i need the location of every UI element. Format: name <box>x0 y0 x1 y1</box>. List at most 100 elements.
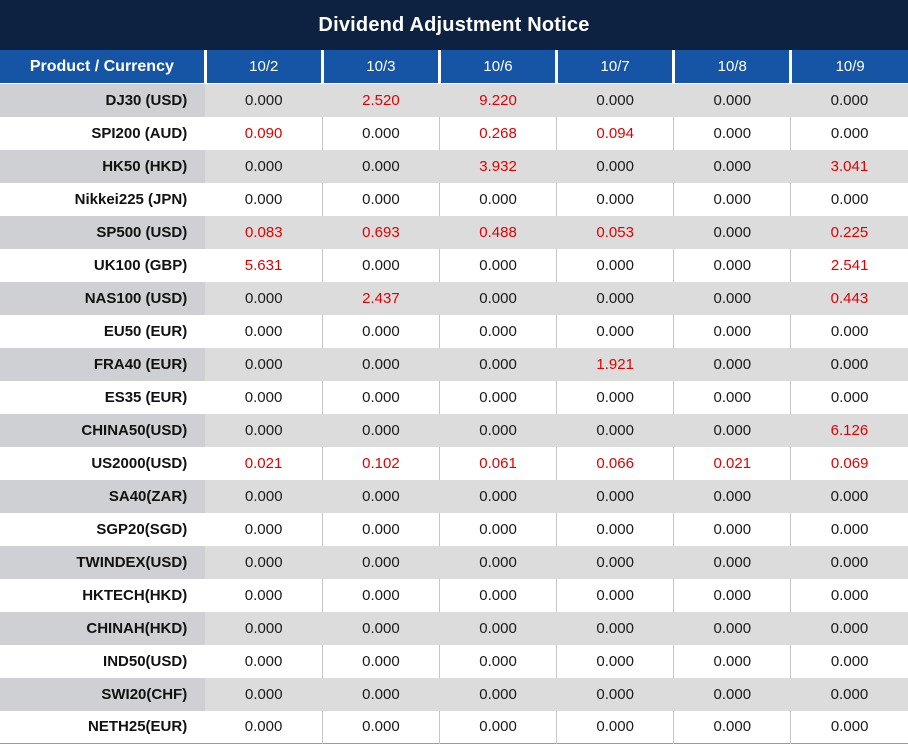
dividend-value-cell: 0.000 <box>205 149 323 183</box>
dividend-value-cell: 0.693 <box>322 215 440 249</box>
dividend-value-cell: 0.000 <box>322 413 440 447</box>
dividend-value-cell: 0.000 <box>673 149 791 183</box>
dividend-value-cell: 0.021 <box>673 446 791 480</box>
dividend-value-cell: 0.000 <box>673 347 791 381</box>
dividend-value-cell: 0.000 <box>790 710 908 744</box>
dividend-value-cell: 0.000 <box>321 644 440 678</box>
dividend-value-cell: 0.000 <box>439 281 557 315</box>
dividend-value-cell: 0.000 <box>322 545 440 579</box>
dividend-value-cell: 2.520 <box>322 83 440 117</box>
dividend-value-cell: 0.000 <box>321 182 440 216</box>
dividend-value-cell: 0.000 <box>556 644 674 678</box>
dividend-value-cell: 0.000 <box>556 512 674 546</box>
dividend-value-cell: 0.000 <box>673 116 791 150</box>
dividend-value-cell: 0.225 <box>790 215 908 249</box>
dividend-value-cell: 0.000 <box>205 644 323 678</box>
dividend-value-cell: 0.000 <box>205 314 323 348</box>
page-title: Dividend Adjustment Notice <box>318 13 590 36</box>
dividend-value-cell: 0.000 <box>205 710 323 744</box>
dividend-value-cell: 0.000 <box>790 380 908 414</box>
dividend-value-cell: 0.000 <box>205 380 323 414</box>
product-cell: UK100 (GBP) <box>0 248 206 282</box>
product-cell: FRA40 (EUR) <box>0 347 206 381</box>
dividend-value-cell: 0.000 <box>321 578 440 612</box>
dividend-value-cell: 0.000 <box>673 545 791 579</box>
dividend-value-cell: 1.921 <box>556 347 674 381</box>
dividend-value-cell: 0.000 <box>205 83 323 117</box>
dividend-value-cell: 0.000 <box>673 248 791 282</box>
dividend-value-cell: 0.000 <box>438 182 557 216</box>
dividend-value-cell: 0.000 <box>439 413 557 447</box>
table-row: TWINDEX(USD) 0.000 0.000 0.000 0.000 0.000 0.0… <box>0 545 908 579</box>
dividend-value-cell: 0.000 <box>556 314 674 348</box>
column-header-date: 10/7 <box>555 50 674 84</box>
table-row: SP500 (USD) 0.083 0.693 0.488 0.053 0.000 0.22… <box>0 215 908 249</box>
dividend-value-cell: 0.000 <box>673 479 791 513</box>
table-row: HK50 (HKD) 0.000 0.000 3.932 0.000 0.000 3.041 <box>0 149 908 183</box>
dividend-value-cell: 0.000 <box>439 545 557 579</box>
dividend-value-cell: 0.443 <box>790 281 908 315</box>
dividend-value-cell: 0.000 <box>790 83 908 117</box>
product-cell: CHINA50(USD) <box>0 413 206 447</box>
dividend-value-cell: 5.631 <box>205 248 323 282</box>
dividend-value-cell: 0.000 <box>556 479 674 513</box>
dividend-value-cell: 0.000 <box>673 215 791 249</box>
dividend-value-cell: 0.000 <box>321 116 440 150</box>
title-bar: Dividend Adjustment Notice <box>0 0 908 50</box>
dividend-value-cell: 0.000 <box>438 644 557 678</box>
dividend-value-cell: 0.000 <box>321 512 440 546</box>
table-row: CHINAH(HKD) 0.000 0.000 0.000 0.000 0.000 0.00… <box>0 611 908 645</box>
table-row: DJ30 (USD) 0.000 2.520 9.220 0.000 0.000 0.000 <box>0 83 908 117</box>
dividend-value-cell: 3.932 <box>439 149 557 183</box>
dividend-value-cell: 0.000 <box>439 479 557 513</box>
product-cell: EU50 (EUR) <box>0 314 206 348</box>
dividend-value-cell: 0.000 <box>321 248 440 282</box>
product-cell: IND50(USD) <box>0 644 206 678</box>
product-cell: CHINAH(HKD) <box>0 611 206 645</box>
dividend-value-cell: 0.000 <box>556 83 674 117</box>
dividend-value-cell: 0.000 <box>790 314 908 348</box>
table-row: EU50 (EUR) 0.000 0.000 0.000 0.000 0.000 0.000 <box>0 314 908 348</box>
dividend-value-cell: 0.000 <box>322 149 440 183</box>
column-header-date: 10/6 <box>437 50 557 84</box>
dividend-value-cell: 0.000 <box>790 611 908 645</box>
table-row: ES35 (EUR) 0.000 0.000 0.000 0.000 0.000 0.000 <box>0 380 908 414</box>
column-header-date: 10/2 <box>203 50 323 84</box>
dividend-value-cell: 0.000 <box>556 413 674 447</box>
dividend-value-cell: 0.000 <box>556 611 674 645</box>
dividend-value-cell: 0.000 <box>673 611 791 645</box>
dividend-value-cell: 0.000 <box>205 677 323 711</box>
dividend-value-cell: 0.000 <box>205 281 323 315</box>
dividend-value-cell: 0.000 <box>556 248 674 282</box>
dividend-value-cell: 0.069 <box>790 446 908 480</box>
table-row: SA40(ZAR) 0.000 0.000 0.000 0.000 0.000 0.000 <box>0 479 908 513</box>
table-row: CHINA50(USD) 0.000 0.000 0.000 0.000 0.000 6.1… <box>0 413 908 447</box>
dividend-value-cell: 0.083 <box>205 215 323 249</box>
dividend-value-cell: 0.000 <box>322 677 440 711</box>
table-row: SWI20(CHF) 0.000 0.000 0.000 0.000 0.000 0.000 <box>0 677 908 711</box>
dividend-value-cell: 2.437 <box>322 281 440 315</box>
dividend-value-cell: 0.102 <box>321 446 440 480</box>
dividend-value-cell: 0.000 <box>790 347 908 381</box>
product-cell: NAS100 (USD) <box>0 281 206 315</box>
dividend-adjustment-table: Product / Currency 10/2 10/3 10/6 10/7 10/8 1… <box>0 50 908 744</box>
dividend-value-cell: 0.000 <box>205 479 323 513</box>
dividend-value-cell: 9.220 <box>439 83 557 117</box>
dividend-value-cell: 0.000 <box>321 710 440 744</box>
table-row: NAS100 (USD) 0.000 2.437 0.000 0.000 0.000 0.4… <box>0 281 908 315</box>
dividend-value-cell: 0.000 <box>439 677 557 711</box>
dividend-value-cell: 0.000 <box>673 380 791 414</box>
dividend-value-cell: 6.126 <box>790 413 908 447</box>
dividend-value-cell: 0.000 <box>321 380 440 414</box>
dividend-value-cell: 0.000 <box>556 149 674 183</box>
dividend-value-cell: 0.000 <box>673 512 791 546</box>
dividend-value-cell: 0.268 <box>438 116 557 150</box>
column-header-date: 10/9 <box>789 50 908 84</box>
dividend-value-cell: 0.000 <box>205 545 323 579</box>
dividend-value-cell: 0.000 <box>438 710 557 744</box>
table-row: US2000(USD) 0.021 0.102 0.061 0.066 0.021 0.06… <box>0 446 908 480</box>
dividend-value-cell: 0.000 <box>673 710 791 744</box>
table-row: IND50(USD) 0.000 0.000 0.000 0.000 0.000 0.000 <box>0 644 908 678</box>
dividend-value-cell: 0.000 <box>205 512 323 546</box>
dividend-value-cell: 0.000 <box>673 644 791 678</box>
